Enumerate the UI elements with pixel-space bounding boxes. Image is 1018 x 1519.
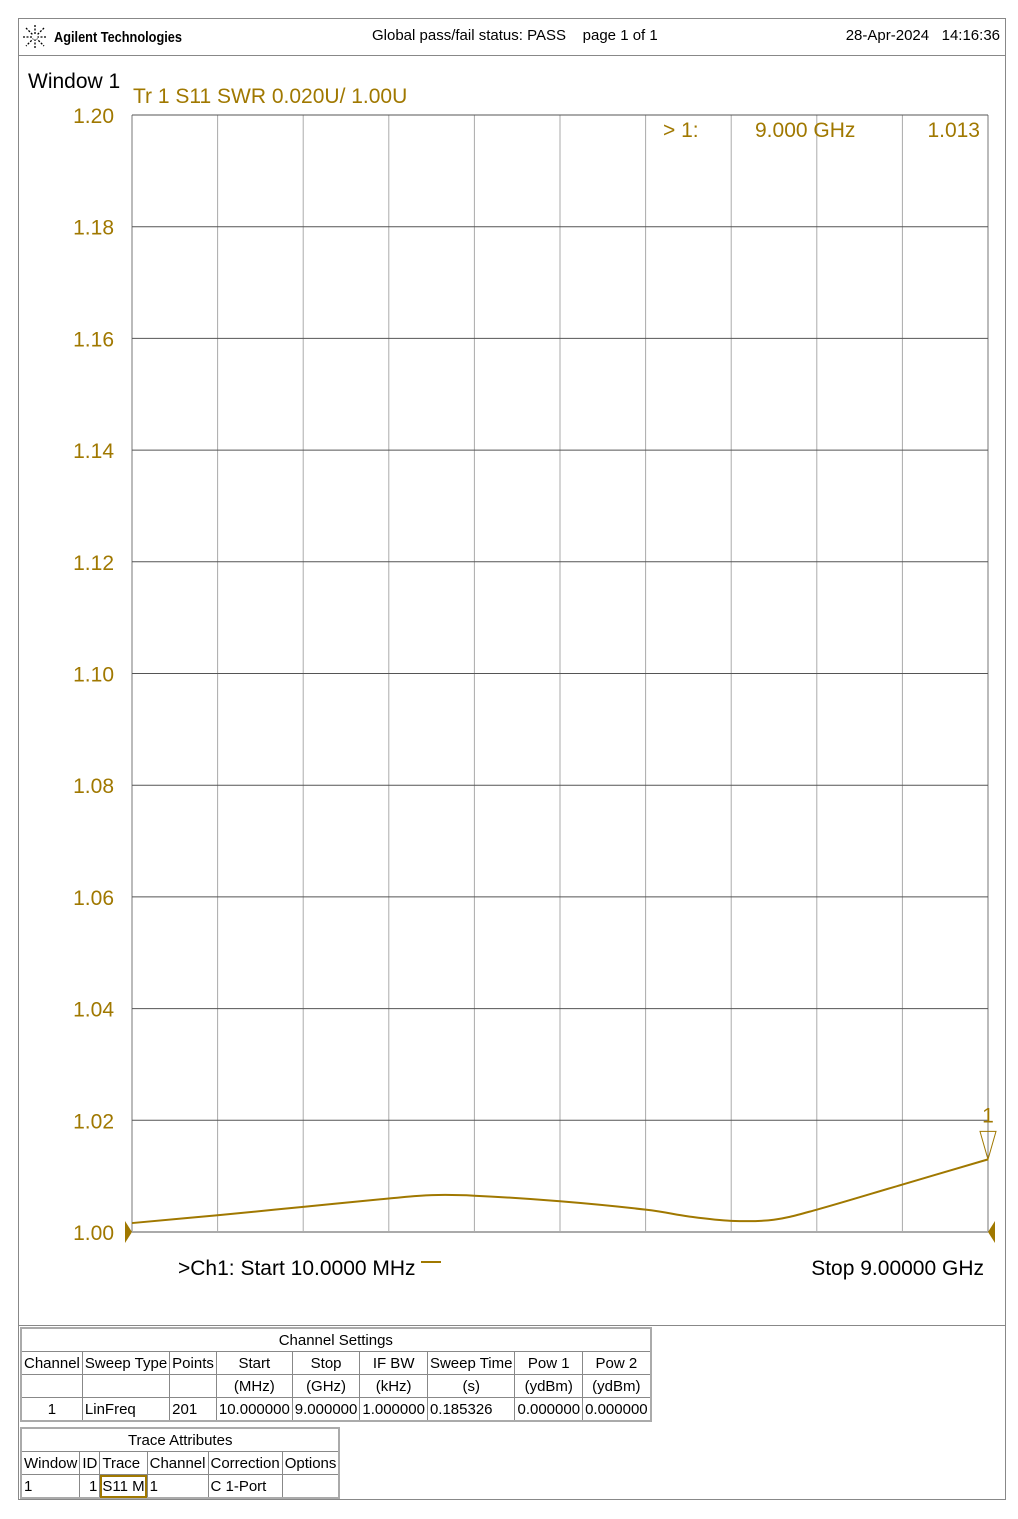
y-tick-label: 1.10: [73, 664, 114, 687]
trace-line: [131, 1158, 989, 1225]
reference-level-right-icon: [988, 1221, 995, 1243]
table-cell: 9.000000: [291, 1397, 361, 1422]
y-tick-label: 1.06: [73, 887, 114, 910]
header-row: Channel Sweep Type Points Start Stop IF BW Swe…: [20, 1351, 652, 1375]
time: 14:16:36: [941, 27, 1000, 44]
column-header: Options: [281, 1451, 340, 1475]
start-label: >Ch1: Start 10.0000 MHz: [178, 1257, 416, 1280]
header-row: Window ID Trace Channel Correction Options: [20, 1451, 340, 1475]
marker-triangle-icon: [979, 1130, 997, 1162]
header: Agilent Technologies Global pass/fail st…: [18, 18, 1006, 56]
timestamp: 28-Apr-2024 14:16:36: [846, 27, 1000, 44]
column-header: Start: [215, 1351, 293, 1375]
y-tick-label: 1.04: [73, 999, 114, 1022]
page-indicator: page 1 of 1: [582, 27, 658, 44]
trace-attributes-table: Trace Attributes Window ID Trace Channel Corr…: [20, 1427, 341, 1499]
brand-name: Agilent Technologies: [54, 28, 182, 46]
table-title-row: Trace Attributes: [20, 1427, 340, 1452]
marker-value: 1.013: [927, 119, 980, 142]
column-header: Pow 1: [514, 1351, 584, 1375]
table-cell: 1: [20, 1474, 81, 1499]
table-cell: LinFreq: [81, 1397, 171, 1422]
table-cell: 1: [79, 1474, 101, 1499]
y-tick-label: 1.12: [73, 552, 114, 575]
page-frame: [18, 18, 1006, 1500]
y-tick-label: 1.00: [73, 1222, 114, 1245]
trace-line-legend: [421, 1261, 442, 1264]
reference-level-left-icon: [125, 1221, 132, 1243]
column-header: Window: [20, 1451, 81, 1475]
agilent-spark-icon: [23, 25, 47, 49]
swr-chart: 1.20 1.18 1.16 1.14 1.12 1.10 1.08 1.06 1.04 1.02…: [73, 105, 997, 1245]
column-header: ID: [79, 1451, 101, 1475]
column-unit: (GHz): [291, 1374, 361, 1398]
y-tick-label: 1.20: [73, 105, 114, 128]
table-cell: 0.000000: [514, 1397, 584, 1422]
status-text: Global pass/fail status: PASS: [372, 27, 566, 44]
y-tick-label: 1.16: [73, 328, 114, 351]
y-tick-label: 1.02: [73, 1110, 114, 1133]
column-header: Channel: [146, 1451, 209, 1475]
table-cell: 1: [20, 1397, 83, 1422]
table-cell: S11 M: [99, 1474, 148, 1499]
column-unit: (kHz): [359, 1374, 428, 1398]
date: 28-Apr-2024: [845, 27, 930, 44]
column-header: Trace: [99, 1451, 148, 1475]
column-header: Points: [169, 1351, 217, 1375]
column-unit: (s): [426, 1374, 516, 1398]
table-cell: [281, 1474, 340, 1499]
table-cell: C 1-Port: [207, 1474, 283, 1499]
marker-frequency: 9.000 GHz: [755, 119, 855, 142]
column-unit: [169, 1374, 217, 1398]
column-unit: (MHz): [215, 1374, 293, 1398]
stop-frequency: Stop 9.00000 GHz: [811, 1257, 984, 1280]
logo: Agilent Technologies: [22, 24, 205, 50]
table-title: Channel Settings: [20, 1327, 652, 1352]
column-header: Channel: [20, 1351, 83, 1375]
y-tick-label: 1.08: [73, 775, 114, 798]
column-header: Sweep Time: [426, 1351, 516, 1375]
marker-flag: 1: [982, 1104, 994, 1127]
trace-title: Tr 1 S11 SWR 0.020U/ 1.00U: [133, 85, 408, 108]
table-cell: 201: [169, 1397, 217, 1422]
unit-row: (MHz) (GHz) (kHz) (s) (ydBm) (ydBm): [20, 1374, 652, 1398]
window-label: Window 1: [28, 70, 121, 93]
table-cell: 0.000000: [582, 1397, 652, 1422]
pass-status: Global pass/fail status: PASS page 1 of …: [372, 27, 658, 44]
table-cell: 1.000000: [359, 1397, 428, 1422]
settings-area: [18, 1325, 1006, 1500]
column-unit: (ydBm): [582, 1374, 652, 1398]
table-title-row: Channel Settings: [20, 1327, 652, 1352]
column-unit: [20, 1374, 83, 1398]
column-header: Sweep Type: [81, 1351, 171, 1375]
column-header: IF BW: [359, 1351, 428, 1375]
channel-settings-table: Channel Settings Channel Sweep Type Points S…: [20, 1327, 652, 1422]
table-cell: 1: [146, 1474, 209, 1499]
column-header: Stop: [291, 1351, 361, 1375]
table-cell: 10.000000: [215, 1397, 293, 1422]
column-header: Correction: [207, 1451, 283, 1475]
y-tick-label: 1.14: [73, 440, 114, 463]
table-row: 1 LinFreq 201 10.000000 9.000000 1.000000 0.18…: [20, 1397, 652, 1422]
column-header: Pow 2: [582, 1351, 652, 1375]
table-title: Trace Attributes: [20, 1427, 340, 1452]
column-unit: [81, 1374, 171, 1398]
start-frequency: >Ch1: Start 10.0000 MHz: [178, 1257, 442, 1281]
column-unit: (ydBm): [514, 1374, 584, 1398]
marker-label: > 1:: [663, 119, 699, 142]
table-cell: 0.185326: [426, 1397, 516, 1422]
y-tick-label: 1.18: [73, 217, 114, 240]
